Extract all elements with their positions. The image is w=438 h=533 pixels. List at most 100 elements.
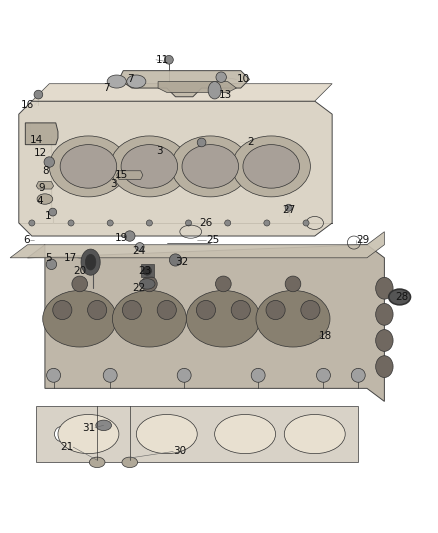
Polygon shape xyxy=(117,171,143,180)
Ellipse shape xyxy=(182,144,239,188)
Circle shape xyxy=(54,426,70,442)
Text: 29: 29 xyxy=(356,236,369,245)
Text: 18: 18 xyxy=(319,331,332,341)
Polygon shape xyxy=(19,101,332,236)
Ellipse shape xyxy=(376,329,393,351)
Ellipse shape xyxy=(122,457,138,467)
Ellipse shape xyxy=(376,303,393,325)
Circle shape xyxy=(231,301,251,320)
Ellipse shape xyxy=(81,249,100,275)
Circle shape xyxy=(103,368,117,382)
Circle shape xyxy=(53,301,72,320)
Ellipse shape xyxy=(208,82,221,99)
Text: 25: 25 xyxy=(206,236,219,245)
Text: 3: 3 xyxy=(110,179,117,189)
Circle shape xyxy=(177,368,191,382)
Text: 27: 27 xyxy=(282,205,295,215)
Circle shape xyxy=(165,55,173,64)
Ellipse shape xyxy=(37,194,53,204)
Ellipse shape xyxy=(232,136,311,197)
Ellipse shape xyxy=(85,254,96,270)
Circle shape xyxy=(246,426,261,442)
Circle shape xyxy=(264,220,270,226)
Text: 28: 28 xyxy=(395,292,409,302)
Text: 10: 10 xyxy=(237,75,250,84)
Circle shape xyxy=(146,220,152,226)
Circle shape xyxy=(251,368,265,382)
Circle shape xyxy=(285,276,301,292)
Circle shape xyxy=(141,276,157,292)
Text: 21: 21 xyxy=(60,442,73,452)
Circle shape xyxy=(225,220,231,226)
Circle shape xyxy=(185,220,191,226)
Circle shape xyxy=(157,301,177,320)
Ellipse shape xyxy=(127,75,146,88)
Text: 19: 19 xyxy=(114,233,127,243)
Circle shape xyxy=(215,276,231,292)
Circle shape xyxy=(197,138,206,147)
Circle shape xyxy=(301,301,320,320)
Circle shape xyxy=(135,243,144,251)
Ellipse shape xyxy=(60,144,117,188)
Ellipse shape xyxy=(121,144,178,188)
Circle shape xyxy=(68,220,74,226)
Ellipse shape xyxy=(113,290,186,347)
Text: 26: 26 xyxy=(199,218,213,228)
Ellipse shape xyxy=(89,457,105,467)
Circle shape xyxy=(196,301,215,320)
Ellipse shape xyxy=(243,144,300,188)
Text: 1: 1 xyxy=(45,212,51,221)
Circle shape xyxy=(34,90,43,99)
Circle shape xyxy=(285,204,292,211)
Text: 31: 31 xyxy=(82,423,95,433)
Text: 16: 16 xyxy=(21,100,34,110)
Text: 13: 13 xyxy=(219,90,232,100)
Ellipse shape xyxy=(136,415,197,454)
Ellipse shape xyxy=(376,356,393,377)
Text: 23: 23 xyxy=(138,266,152,276)
Text: 4: 4 xyxy=(36,196,43,206)
Circle shape xyxy=(72,276,88,292)
Circle shape xyxy=(317,368,330,382)
Circle shape xyxy=(324,426,340,442)
Ellipse shape xyxy=(376,277,393,299)
Circle shape xyxy=(124,231,135,241)
Circle shape xyxy=(29,220,35,226)
Ellipse shape xyxy=(49,136,127,197)
Ellipse shape xyxy=(186,290,260,347)
Circle shape xyxy=(290,426,305,442)
Text: 7: 7 xyxy=(103,83,110,93)
Polygon shape xyxy=(141,264,154,277)
Text: 20: 20 xyxy=(73,266,86,276)
Circle shape xyxy=(44,157,54,167)
Ellipse shape xyxy=(43,290,117,347)
Circle shape xyxy=(107,220,113,226)
Polygon shape xyxy=(158,82,237,92)
Text: 24: 24 xyxy=(132,246,145,256)
Text: 14: 14 xyxy=(29,135,43,146)
Circle shape xyxy=(49,208,57,216)
Ellipse shape xyxy=(110,136,188,197)
Circle shape xyxy=(216,72,226,83)
Text: 30: 30 xyxy=(173,447,187,456)
Circle shape xyxy=(170,254,182,266)
Text: 12: 12 xyxy=(34,148,47,158)
Text: 22: 22 xyxy=(132,283,145,293)
Ellipse shape xyxy=(171,136,250,197)
Circle shape xyxy=(303,220,309,226)
Ellipse shape xyxy=(58,415,119,454)
Text: 32: 32 xyxy=(176,257,189,267)
Text: 7: 7 xyxy=(127,75,134,84)
Circle shape xyxy=(46,259,57,270)
Ellipse shape xyxy=(215,415,276,454)
Text: 8: 8 xyxy=(42,166,49,176)
Polygon shape xyxy=(32,84,332,101)
Text: 11: 11 xyxy=(156,55,169,65)
Ellipse shape xyxy=(389,289,410,305)
Text: 2: 2 xyxy=(247,138,254,148)
Circle shape xyxy=(143,266,152,275)
Polygon shape xyxy=(10,232,385,258)
Text: 6: 6 xyxy=(23,236,30,245)
Polygon shape xyxy=(36,182,53,189)
Circle shape xyxy=(266,301,285,320)
